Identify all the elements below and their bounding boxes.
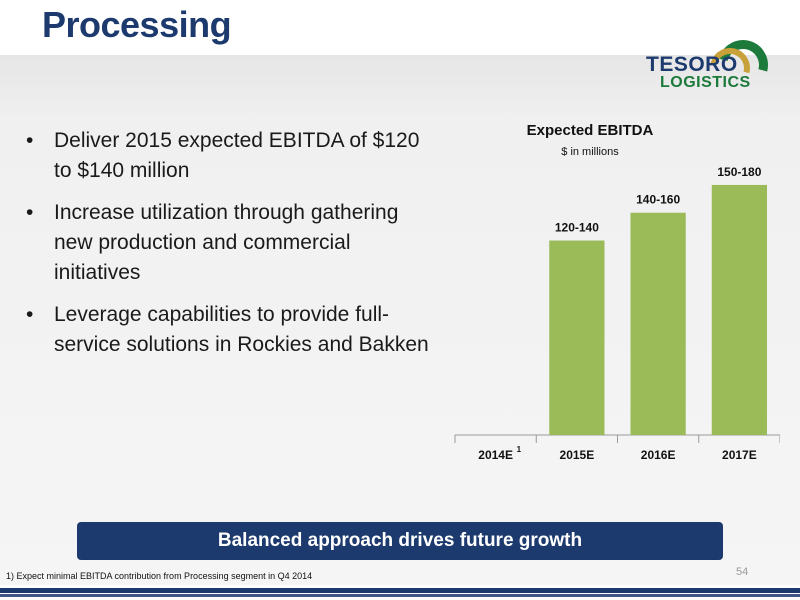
x-tick-label: 2014E bbox=[478, 448, 513, 462]
chart-bar bbox=[549, 240, 605, 435]
x-tick-label: 2016E bbox=[641, 448, 676, 462]
x-tick-label: 2015E bbox=[560, 448, 595, 462]
bullet-text: Increase utilization through gathering n… bbox=[54, 201, 399, 284]
bullet-list: • Deliver 2015 expected EBITDA of $120 t… bbox=[22, 126, 442, 372]
bullet-item: • Leverage capabilities to provide full-… bbox=[22, 300, 442, 360]
ebitda-bar-chart: 2014E 1 120-140 2015E 140-160 2016E 150-180 201… bbox=[454, 165, 780, 462]
chart-title: Expected EBITDA bbox=[526, 122, 654, 139]
bar-data-label: 150-180 bbox=[717, 165, 761, 179]
footnote: 1) Expect minimal EBITDA contribution fr… bbox=[6, 571, 313, 581]
bar-data-label: 140-160 bbox=[636, 193, 680, 207]
logo-text-logistics: LOGISTICS bbox=[660, 74, 751, 91]
bullet-dot-icon: • bbox=[26, 129, 34, 152]
footer-stripe bbox=[0, 594, 800, 597]
chart-subtitle: $ in millions bbox=[561, 146, 619, 158]
x-tick-label: 2017E bbox=[722, 448, 757, 462]
bullet-dot-icon: • bbox=[26, 201, 34, 224]
footer-bar bbox=[0, 585, 800, 600]
bullet-item: • Increase utilization through gathering… bbox=[22, 198, 442, 288]
bullet-text: Deliver 2015 expected EBITDA of $120 to … bbox=[54, 129, 420, 182]
footer-stripe bbox=[0, 588, 800, 593]
bullet-item: • Deliver 2015 expected EBITDA of $120 t… bbox=[22, 126, 442, 186]
bullet-text: Leverage capabilities to provide full-se… bbox=[54, 303, 429, 356]
company-logo: TESORO LOGISTICS bbox=[640, 30, 778, 100]
slide-title: Processing bbox=[42, 4, 232, 45]
chart-bar bbox=[711, 184, 767, 435]
banner-callout: Balanced approach drives future growth bbox=[77, 522, 723, 560]
bar-data-label: 120-140 bbox=[555, 221, 599, 235]
chart-bar bbox=[630, 212, 686, 435]
page-number: 54 bbox=[736, 566, 749, 578]
logo-text-tesoro: TESORO bbox=[646, 53, 738, 76]
footnote-mark: 1 bbox=[517, 445, 522, 454]
bullet-dot-icon: • bbox=[26, 303, 34, 326]
